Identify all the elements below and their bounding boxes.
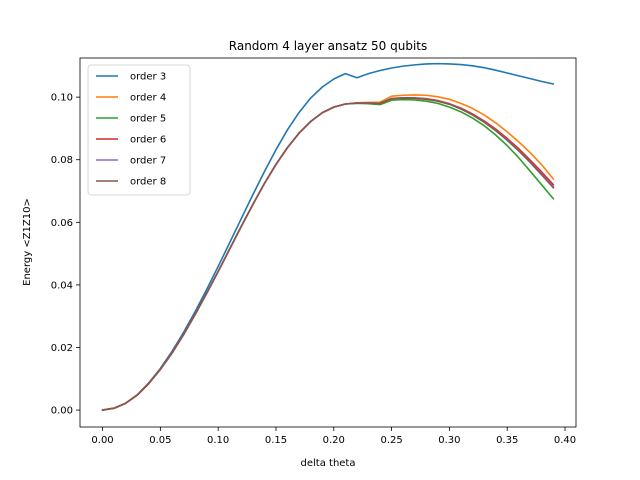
legend-label: order 4 [130,93,166,104]
x-tick-label: 0.10 [207,435,229,446]
y-axis-label: Energy <Z1Z10> [22,198,33,286]
legend-label: order 3 [130,72,166,83]
y-tick-label: 0.00 [51,406,73,417]
series-line-order-8 [101,97,555,411]
legend-label: order 5 [130,114,166,125]
y-tick-label: 0.04 [51,280,73,291]
legend: order 3 order 4 order 5 order 6 order 7 order… [87,64,191,196]
chart-title: Random 4 layer ansatz 50 qubits [229,39,427,53]
y-tick-label: 0.02 [51,343,73,354]
x-tick-label: 0.35 [496,435,518,446]
y-tick-label: 0.08 [51,155,73,166]
series-line-order-3 [101,62,555,411]
x-axis-ticks: 0.00 0.05 0.10 0.15 0.20 0.25 0.30 0.35 0.40 [91,427,576,446]
legend-box [87,64,191,196]
y-tick-label: 0.10 [51,93,73,104]
y-tick-label: 0.06 [51,218,73,229]
x-tick-label: 0.15 [265,435,287,446]
legend-label: order 6 [130,135,166,146]
series-layer [101,62,555,411]
x-tick-label: 0.30 [438,435,460,446]
x-tick-label: 0.05 [149,435,171,446]
x-tick-label: 0.25 [380,435,402,446]
x-tick-label: 0.00 [91,435,113,446]
plot-frame [79,57,577,428]
y-axis-ticks: 0.00 0.02 0.04 0.06 0.08 0.10 [51,93,80,417]
x-axis-label: delta theta [301,458,356,469]
x-tick-label: 0.20 [323,435,345,446]
legend-label: order 8 [130,177,166,188]
legend-label: order 7 [130,156,166,167]
x-tick-label: 0.40 [554,435,576,446]
